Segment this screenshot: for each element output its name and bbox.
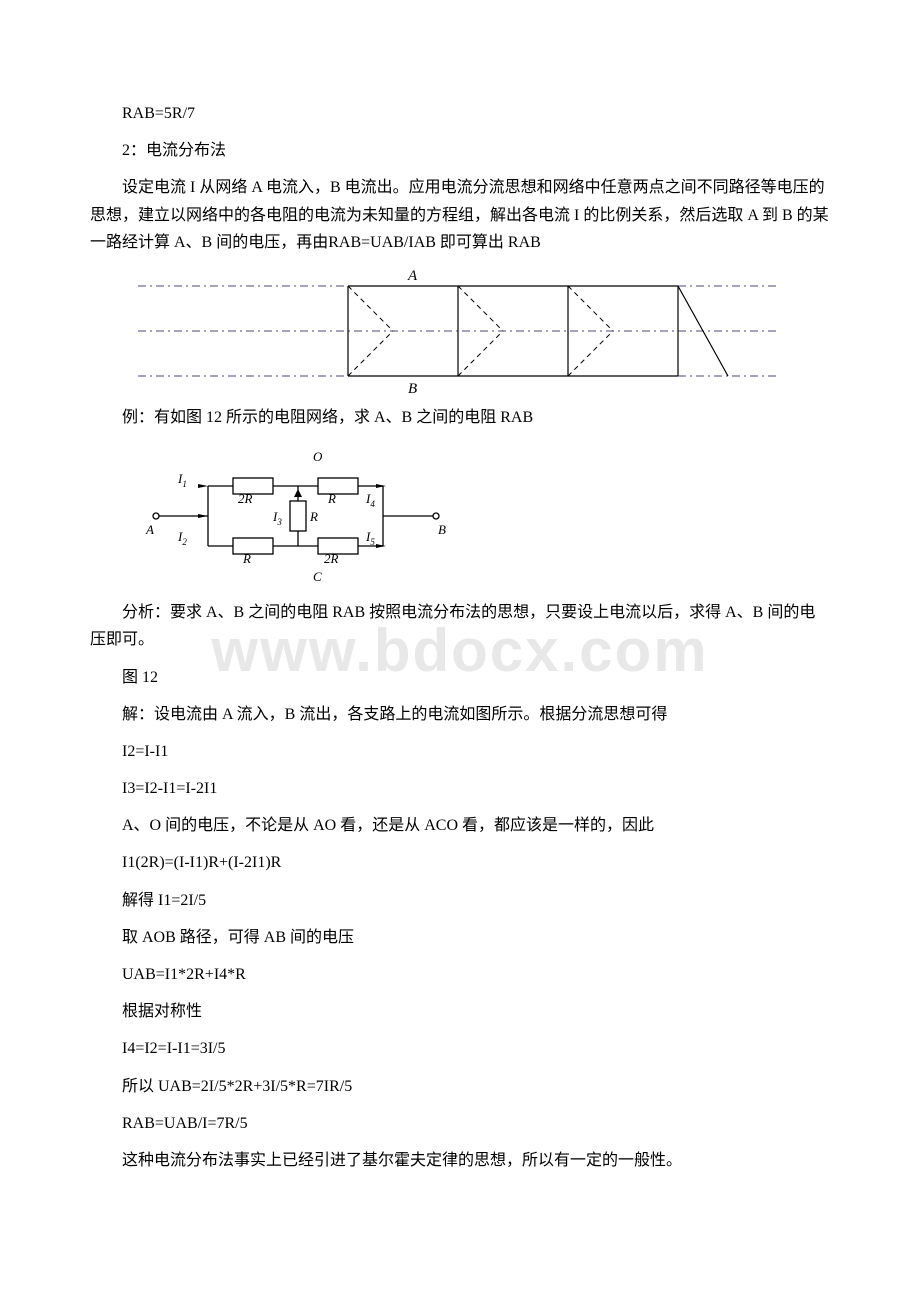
svg-text:2R: 2R — [324, 551, 339, 566]
svg-text:R: R — [309, 509, 318, 524]
eq-rab-final: RAB=UAB/I=7R/5 — [90, 1110, 830, 1137]
svg-text:I5: I5 — [365, 529, 375, 547]
svg-text:C: C — [313, 569, 322, 584]
fig11-label-B: B — [408, 381, 417, 396]
figure-12-circuit: O C A B I1 I2 I3 I4 I5 2R R — [138, 441, 830, 591]
text-solve-i1: 解得 I1=2I/5 — [90, 887, 830, 914]
eq-i1-2r: I1(2R)=(I-I1)R+(I-2I1)R — [90, 849, 830, 876]
document-content: RAB=5R/7 2：电流分布法 设定电流 I 从网络 A 电流入，B 电流出。… — [90, 100, 830, 1174]
eq-i3: I3=I2-I1=I-2I1 — [90, 775, 830, 802]
svg-text:I3: I3 — [272, 509, 282, 527]
svg-text:B: B — [438, 522, 446, 537]
figure-11-ladder-network: A B — [138, 266, 830, 396]
text-symmetry: 根据对称性 — [90, 998, 830, 1025]
svg-text:I2: I2 — [177, 529, 187, 547]
text-conclusion: 这种电流分布法事实上已经引进了基尔霍夫定律的思想，所以有一定的一般性。 — [90, 1147, 830, 1174]
text-analysis: 分析：要求 A、B 之间的电阻 RAB 按照电流分布法的思想，只要设上电流以后，… — [90, 599, 830, 653]
text-ao-voltage: A、O 间的电压，不论是从 AO 看，还是从 ACO 看，都应该是一样的，因此 — [90, 812, 830, 839]
eq-uab: UAB=I1*2R+I4*R — [90, 961, 830, 988]
text-method-desc: 设定电流 I 从网络 A 电流入，B 电流出。应用电流分流思想和网络中任意两点之… — [90, 174, 830, 256]
svg-text:R: R — [242, 551, 251, 566]
svg-text:R: R — [327, 491, 336, 506]
eq-uab-result: 所以 UAB=2I/5*2R+3I/5*R=7IR/5 — [90, 1073, 830, 1100]
eq-i2: I2=I-I1 — [90, 738, 830, 765]
text-solution-intro: 解：设电流由 A 流入，B 流出，各支路上的电流如图所示。根据分流思想可得 — [90, 701, 830, 728]
svg-text:I1: I1 — [177, 471, 187, 489]
svg-text:2R: 2R — [238, 491, 253, 506]
fig11-label-A: A — [407, 268, 418, 284]
svg-text:O: O — [313, 449, 323, 464]
text-fig12-caption: 图 12 — [90, 664, 830, 691]
eq-i4: I4=I2=I-I1=3I/5 — [90, 1035, 830, 1062]
text-example-prompt: 例：有如图 12 所示的电阻网络，求 A、B 之间的电阻 RAB — [90, 404, 830, 431]
svg-text:I4: I4 — [365, 491, 375, 509]
text-rab5r7: RAB=5R/7 — [90, 100, 830, 127]
text-aob-path: 取 AOB 路径，可得 AB 间的电压 — [90, 924, 830, 951]
heading-method2: 2：电流分布法 — [90, 137, 830, 164]
svg-text:A: A — [145, 522, 154, 537]
